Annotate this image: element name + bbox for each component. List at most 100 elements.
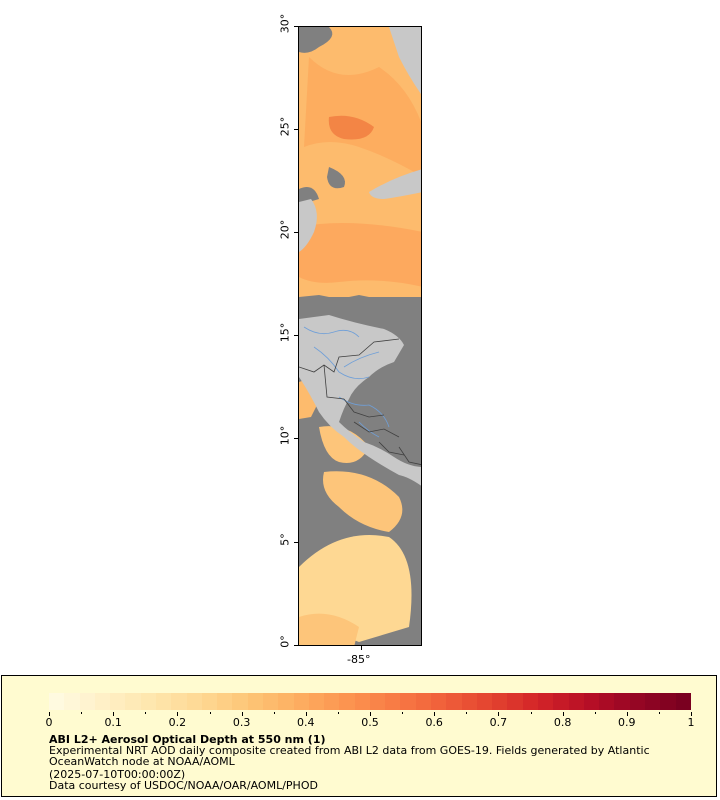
legend-credit: Data courtesy of USDOC/NOAA/OAR/AOML/PHO… bbox=[49, 779, 318, 792]
colorbar-minor-tick bbox=[466, 712, 468, 714]
aod-field-southwest bbox=[319, 426, 369, 463]
colorbar-segment bbox=[369, 693, 386, 710]
colorbar-tick-mark bbox=[434, 712, 436, 716]
colorbar-segment bbox=[79, 693, 95, 710]
land-layer bbox=[299, 27, 421, 486]
colorbar-minor-tick bbox=[658, 712, 660, 714]
border-mexico-guatemala bbox=[299, 338, 400, 373]
colorbar-segment bbox=[155, 693, 172, 710]
colorbar-minor-tick bbox=[594, 712, 596, 714]
colorbar-segment bbox=[125, 693, 141, 710]
aod-map bbox=[298, 26, 422, 646]
border-6 bbox=[398, 446, 421, 465]
colorbar-segment bbox=[217, 693, 233, 710]
colorbar-segment bbox=[324, 693, 340, 710]
lat-tick-mark-0 bbox=[294, 645, 298, 646]
river-layer bbox=[303, 326, 390, 438]
colorbar-tick-mark bbox=[626, 712, 628, 716]
lat-tick-10: 10° bbox=[278, 425, 292, 446]
colorbar-minor-tick bbox=[402, 712, 404, 714]
colorbar-segment bbox=[140, 693, 156, 710]
lat-tick-mark-25 bbox=[294, 129, 298, 130]
colorbar-segment bbox=[431, 693, 447, 710]
colorbar-minor-tick bbox=[337, 712, 339, 714]
cloud-gaps bbox=[299, 27, 421, 317]
lon-tick-mark bbox=[361, 646, 362, 650]
land-central-america bbox=[299, 315, 421, 486]
lat-tick-mark-30 bbox=[294, 26, 298, 27]
colorbar-tick-label: 1 bbox=[687, 716, 695, 729]
colorbar-tick-mark bbox=[691, 712, 692, 716]
colorbar-segment bbox=[568, 693, 584, 710]
colorbar-segment bbox=[64, 693, 80, 710]
colorbar-tick-mark bbox=[177, 712, 179, 716]
river-3 bbox=[338, 396, 390, 428]
colorbar-segment bbox=[278, 693, 294, 710]
colorbar-segment bbox=[461, 693, 477, 710]
river-1 bbox=[303, 326, 360, 338]
colorbar-tick-mark bbox=[370, 712, 371, 716]
colorbar-tick-label: 0.5 bbox=[361, 716, 379, 729]
lat-tick-25: 25° bbox=[278, 116, 292, 137]
border-4 bbox=[353, 421, 400, 438]
colorbar-segment bbox=[232, 693, 248, 710]
colorbar-tick-label: 0 bbox=[45, 716, 53, 729]
lat-tick-mark-10 bbox=[294, 438, 298, 439]
border-2 bbox=[323, 364, 345, 400]
legend-timestamp: (2025-07-10T00:00:00Z) bbox=[49, 768, 186, 781]
colorbar-tick-label: 0.3 bbox=[232, 716, 251, 729]
river-2 bbox=[313, 346, 370, 380]
colorbar-segment bbox=[201, 693, 218, 710]
colorbar-tick-mark bbox=[498, 712, 500, 716]
colorbar-segment bbox=[446, 693, 462, 710]
colorbar-segment bbox=[94, 693, 111, 710]
lat-tick-30: 30° bbox=[278, 13, 292, 34]
colorbar-minor-tick bbox=[81, 712, 83, 714]
lat-tick-5: 5° bbox=[278, 533, 292, 546]
land-florida bbox=[389, 27, 421, 95]
gap-2 bbox=[327, 167, 345, 189]
border-5 bbox=[378, 441, 405, 456]
border-3 bbox=[343, 398, 385, 418]
colorbar bbox=[49, 693, 691, 710]
colorbar-tick-mark bbox=[49, 712, 50, 716]
colorbar-segment bbox=[492, 693, 508, 710]
aod-field-layer bbox=[299, 27, 421, 645]
colorbar-segment bbox=[186, 693, 202, 710]
colorbar-minor-tick bbox=[209, 712, 211, 714]
colorbar-minor-tick bbox=[273, 712, 275, 714]
aod-field-north-patch bbox=[304, 57, 421, 176]
colorbar-tick-mark bbox=[241, 712, 243, 716]
colorbar-segment bbox=[660, 693, 676, 710]
colorbar-tick-label: 0.1 bbox=[104, 716, 122, 729]
colorbar-segment bbox=[49, 693, 65, 710]
colorbar-segment bbox=[308, 693, 325, 710]
colorbar-tick-label: 0.6 bbox=[425, 716, 443, 729]
colorbar-segment bbox=[538, 693, 554, 710]
border-layer bbox=[299, 338, 421, 465]
colorbar-tick-label: 0.2 bbox=[168, 716, 187, 729]
colorbar-segment bbox=[507, 693, 523, 710]
aod-field-mid bbox=[299, 223, 421, 287]
gap-1 bbox=[299, 27, 333, 53]
river-5 bbox=[343, 351, 380, 368]
colorbar-segment bbox=[583, 693, 600, 710]
gap-4 bbox=[299, 297, 421, 317]
colorbar-tick-mark bbox=[305, 712, 307, 716]
land-yucatan bbox=[299, 199, 317, 252]
lat-tick-mark-15 bbox=[294, 335, 298, 336]
colorbar-segment bbox=[400, 693, 416, 710]
colorbar-segment bbox=[354, 693, 370, 710]
legend-panel: ABI L2+ Aerosol Optical Depth at 550 nm … bbox=[1, 675, 717, 797]
colorbar-segment bbox=[644, 693, 661, 710]
lat-tick-mark-20 bbox=[294, 232, 298, 233]
lon-tick-label: -85° bbox=[347, 653, 371, 666]
colorbar-tick-label: 0.9 bbox=[618, 716, 636, 729]
colorbar-segment bbox=[675, 693, 691, 710]
lat-tick-0: 0° bbox=[278, 635, 292, 648]
colorbar-tick-mark bbox=[113, 712, 115, 716]
colorbar-tick-label: 0.4 bbox=[297, 716, 315, 729]
river-4 bbox=[358, 421, 380, 438]
colorbar-segment bbox=[553, 693, 569, 710]
colorbar-segment bbox=[415, 693, 432, 710]
